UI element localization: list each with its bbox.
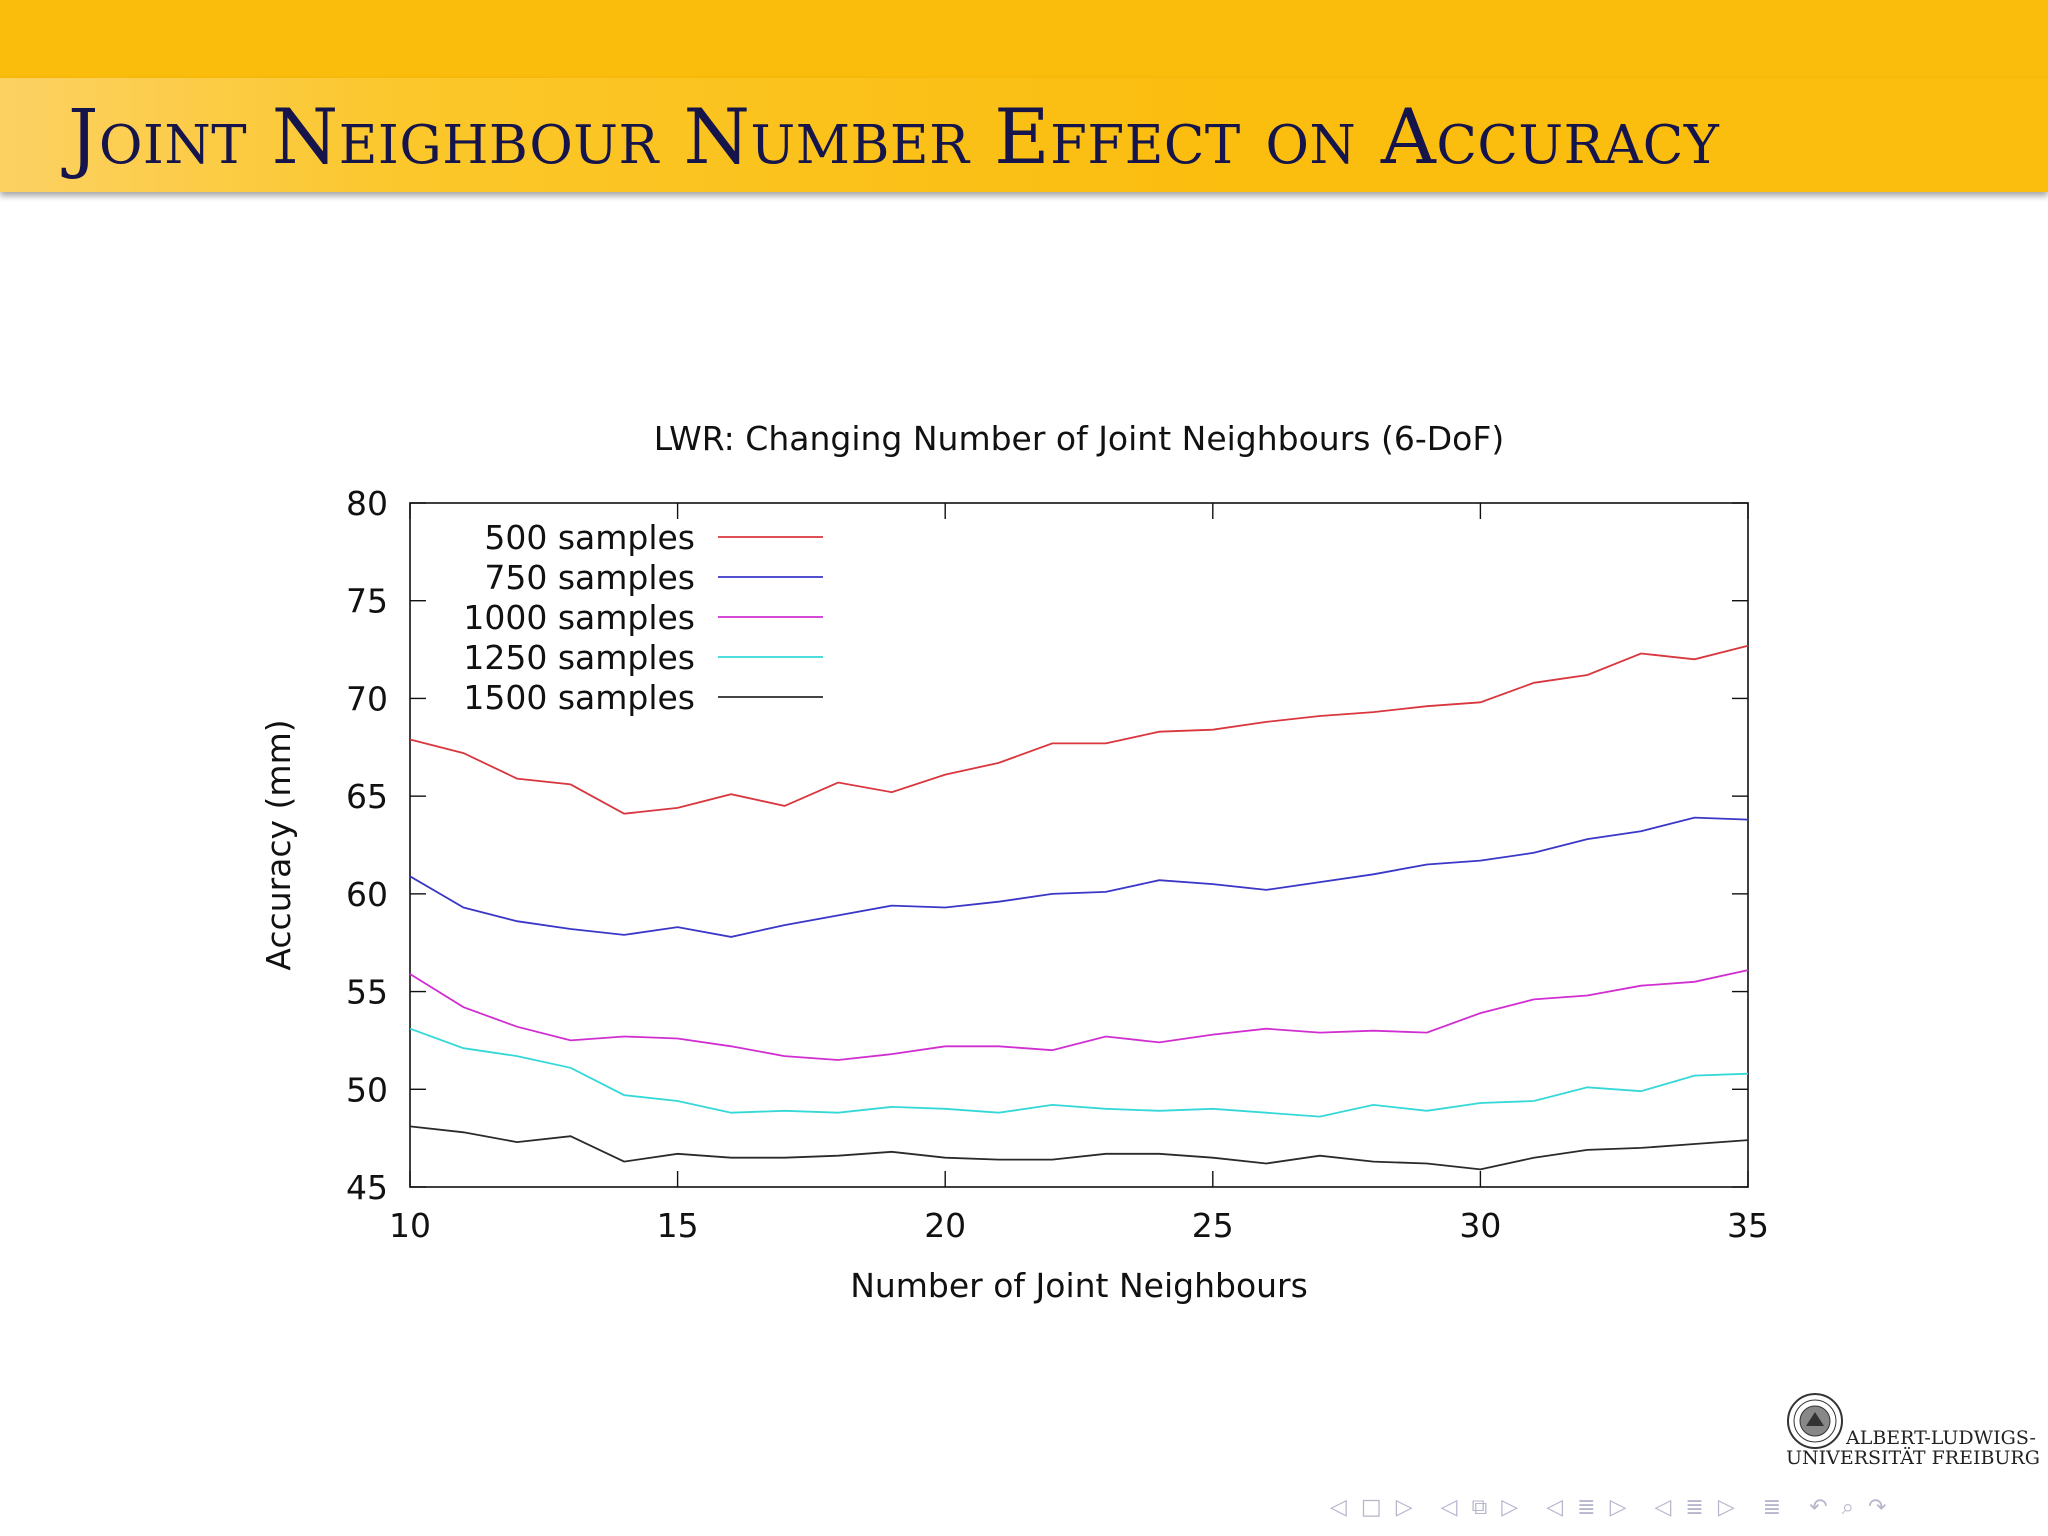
- section-icon[interactable]: ≣: [1577, 1494, 1596, 1520]
- frame-icon[interactable]: □: [1360, 1494, 1382, 1520]
- arrow-left-icon[interactable]: ◁: [1546, 1494, 1564, 1520]
- university-seal-icon: [1787, 1393, 1843, 1449]
- slide-title: Joint Neighbour Number Effect on Accurac…: [68, 92, 1720, 181]
- y-tick-label: 70: [346, 679, 388, 718]
- plot-frame: [409, 502, 1749, 1188]
- x-tick-label: 35: [1727, 1206, 1769, 1245]
- legend-label: 750 samples: [484, 558, 695, 597]
- chart-title: LWR: Changing Number of Joint Neighbours…: [654, 419, 1504, 458]
- arrow-left-icon[interactable]: ◁: [1440, 1494, 1458, 1520]
- beamer-navigation: ◁ □ ▷ ◁ ⧉ ▷ ◁ ≣ ▷ ◁ ≣ ▷ ≣ ↶ ⌕ ↷: [1330, 1490, 1886, 1524]
- arrow-left-icon[interactable]: ◁: [1654, 1494, 1672, 1520]
- series-line-4: [409, 1027, 1749, 1118]
- x-tick-label: 10: [389, 1206, 431, 1245]
- list-icon[interactable]: ≣: [1685, 1494, 1704, 1520]
- series-line-1: [409, 644, 1749, 815]
- arrow-right-icon[interactable]: ▷: [1717, 1494, 1735, 1520]
- legend-label: 1250 samples: [463, 638, 695, 677]
- forward-icon[interactable]: ↷: [1867, 1494, 1887, 1520]
- back-icon[interactable]: ↶: [1809, 1494, 1828, 1520]
- y-tick-label: 60: [346, 875, 388, 914]
- title-bar: [0, 78, 2048, 192]
- x-tick-label: 30: [1459, 1206, 1501, 1245]
- y-tick-label: 65: [346, 777, 388, 816]
- arrow-right-icon[interactable]: ▷: [1395, 1494, 1413, 1520]
- list-icon[interactable]: ≣: [1762, 1494, 1782, 1520]
- logo-line-1: ALBERT-LUDWIGS-: [1846, 1427, 2036, 1449]
- x-tick-label: 25: [1192, 1206, 1234, 1245]
- search-icon[interactable]: ⌕: [1841, 1494, 1854, 1520]
- arrow-left-icon[interactable]: ◁: [1330, 1494, 1347, 1520]
- arrow-right-icon[interactable]: ▷: [1501, 1494, 1519, 1520]
- logo-text: ALBERT-LUDWIGS- UNIVERSITÄT FREIBURG: [1786, 1427, 2040, 1468]
- legend-label: 500 samples: [484, 518, 695, 557]
- header-band: [0, 0, 2048, 78]
- university-logo: ALBERT-LUDWIGS- UNIVERSITÄT FREIBURG: [1786, 1388, 2040, 1478]
- x-tick-label: 15: [657, 1206, 699, 1245]
- legend-label: 1500 samples: [463, 678, 695, 717]
- legend-label: 1000 samples: [463, 598, 695, 637]
- y-axis-label: Accuracy (mm): [259, 719, 298, 970]
- logo-line-2: UNIVERSITÄT FREIBURG: [1786, 1447, 2040, 1469]
- y-tick-label: 80: [346, 484, 388, 523]
- subsection-icon[interactable]: ⧉: [1471, 1494, 1488, 1520]
- series-line-2: [409, 816, 1749, 938]
- y-tick-label: 75: [346, 582, 388, 621]
- y-tick-label: 50: [346, 1070, 388, 1109]
- y-tick-label: 55: [346, 973, 388, 1012]
- x-tick-label: 20: [924, 1206, 966, 1245]
- series-line-5: [409, 1125, 1749, 1171]
- x-axis-label: Number of Joint Neighbours: [850, 1266, 1308, 1305]
- arrow-right-icon[interactable]: ▷: [1609, 1494, 1627, 1520]
- y-tick-label: 45: [346, 1168, 388, 1207]
- series-line-3: [409, 969, 1749, 1061]
